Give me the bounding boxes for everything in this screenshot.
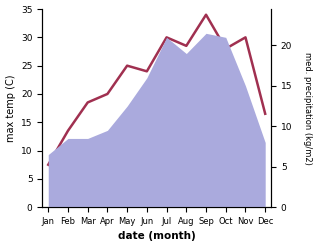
Y-axis label: med. precipitation (kg/m2): med. precipitation (kg/m2)	[303, 52, 313, 165]
X-axis label: date (month): date (month)	[118, 231, 196, 242]
Y-axis label: max temp (C): max temp (C)	[5, 74, 16, 142]
